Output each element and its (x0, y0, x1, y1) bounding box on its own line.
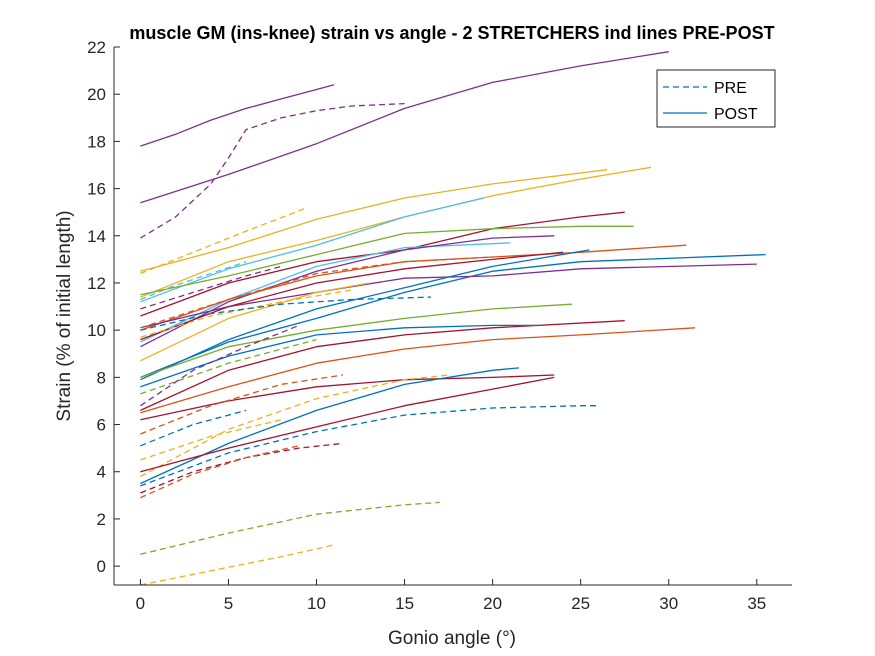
x-axis-label: Gonio angle (°) (388, 628, 516, 649)
x-tick-label: 5 (224, 594, 233, 613)
y-tick-label: 18 (87, 132, 106, 151)
y-tick-label: 10 (87, 321, 106, 340)
series-line-18 (140, 256, 493, 329)
y-tick-label: 0 (97, 557, 106, 576)
y-axis-label: Strain (% of initial length) (54, 210, 75, 421)
series-line-3 (140, 102, 405, 239)
y-tick-label: 16 (87, 180, 106, 199)
series-line-2 (140, 51, 669, 204)
series-line-8 (140, 261, 247, 301)
series-line-24 (140, 320, 625, 411)
series-line-14 (140, 253, 766, 379)
series-line-28 (140, 324, 300, 407)
series-line-4 (140, 169, 608, 272)
series-line-31 (140, 374, 343, 435)
x-tick-label: 15 (395, 594, 414, 613)
chart-title: muscle GM (ins-knee) strain vs angle - 2… (129, 23, 774, 43)
y-tick-label: 14 (87, 227, 106, 246)
series-line-26 (140, 324, 537, 388)
series-line-39 (140, 501, 440, 555)
y-tick-label: 4 (97, 463, 106, 482)
series-line-30 (140, 374, 449, 478)
legend-label-pre: PRE (714, 80, 747, 97)
series-line-38 (140, 445, 300, 499)
x-tick-label: 30 (659, 594, 678, 613)
series-line-34 (140, 405, 599, 487)
series-line-6 (140, 206, 308, 275)
series-line-1 (140, 84, 335, 147)
axes (113, 47, 792, 586)
y-tick-label: 12 (87, 274, 106, 293)
series-line-27 (140, 338, 317, 395)
legend: PRE POST (656, 69, 776, 128)
y-tick-label: 20 (87, 85, 106, 104)
legend-label-post: POST (714, 106, 758, 123)
plot-lines (140, 51, 766, 585)
x-tick-label: 10 (307, 594, 326, 613)
series-line-32 (140, 367, 520, 485)
series-line-29 (140, 374, 555, 421)
series-line-21 (140, 289, 352, 338)
y-tick-label: 2 (97, 510, 106, 529)
series-line-17 (140, 251, 564, 341)
series-line-23 (140, 303, 572, 379)
series-line-35 (140, 419, 282, 461)
y-tick-label: 6 (97, 416, 106, 435)
series-line-36 (140, 409, 247, 447)
series-line-40 (140, 544, 335, 585)
x-tick-label: 20 (483, 594, 502, 613)
y-tick-label: 22 (87, 38, 106, 57)
series-line-22 (140, 296, 432, 331)
series-line-25 (140, 327, 696, 414)
x-tick-label: 35 (747, 594, 766, 613)
series-line-19 (140, 265, 282, 310)
x-tick-label: 25 (571, 594, 590, 613)
x-tick-label: 0 (136, 594, 145, 613)
series-line-12 (140, 235, 555, 348)
series-line-16 (140, 249, 590, 381)
series-line-7 (140, 197, 484, 303)
legend-box (656, 69, 776, 128)
series-line-33 (140, 376, 555, 473)
y-tick-label: 8 (97, 368, 106, 387)
series-line-10 (140, 225, 634, 296)
ticks: 0 5 10 15 20 25 30 35 0 2 4 6 8 10 12 14 16 18 20 22 (87, 38, 766, 613)
